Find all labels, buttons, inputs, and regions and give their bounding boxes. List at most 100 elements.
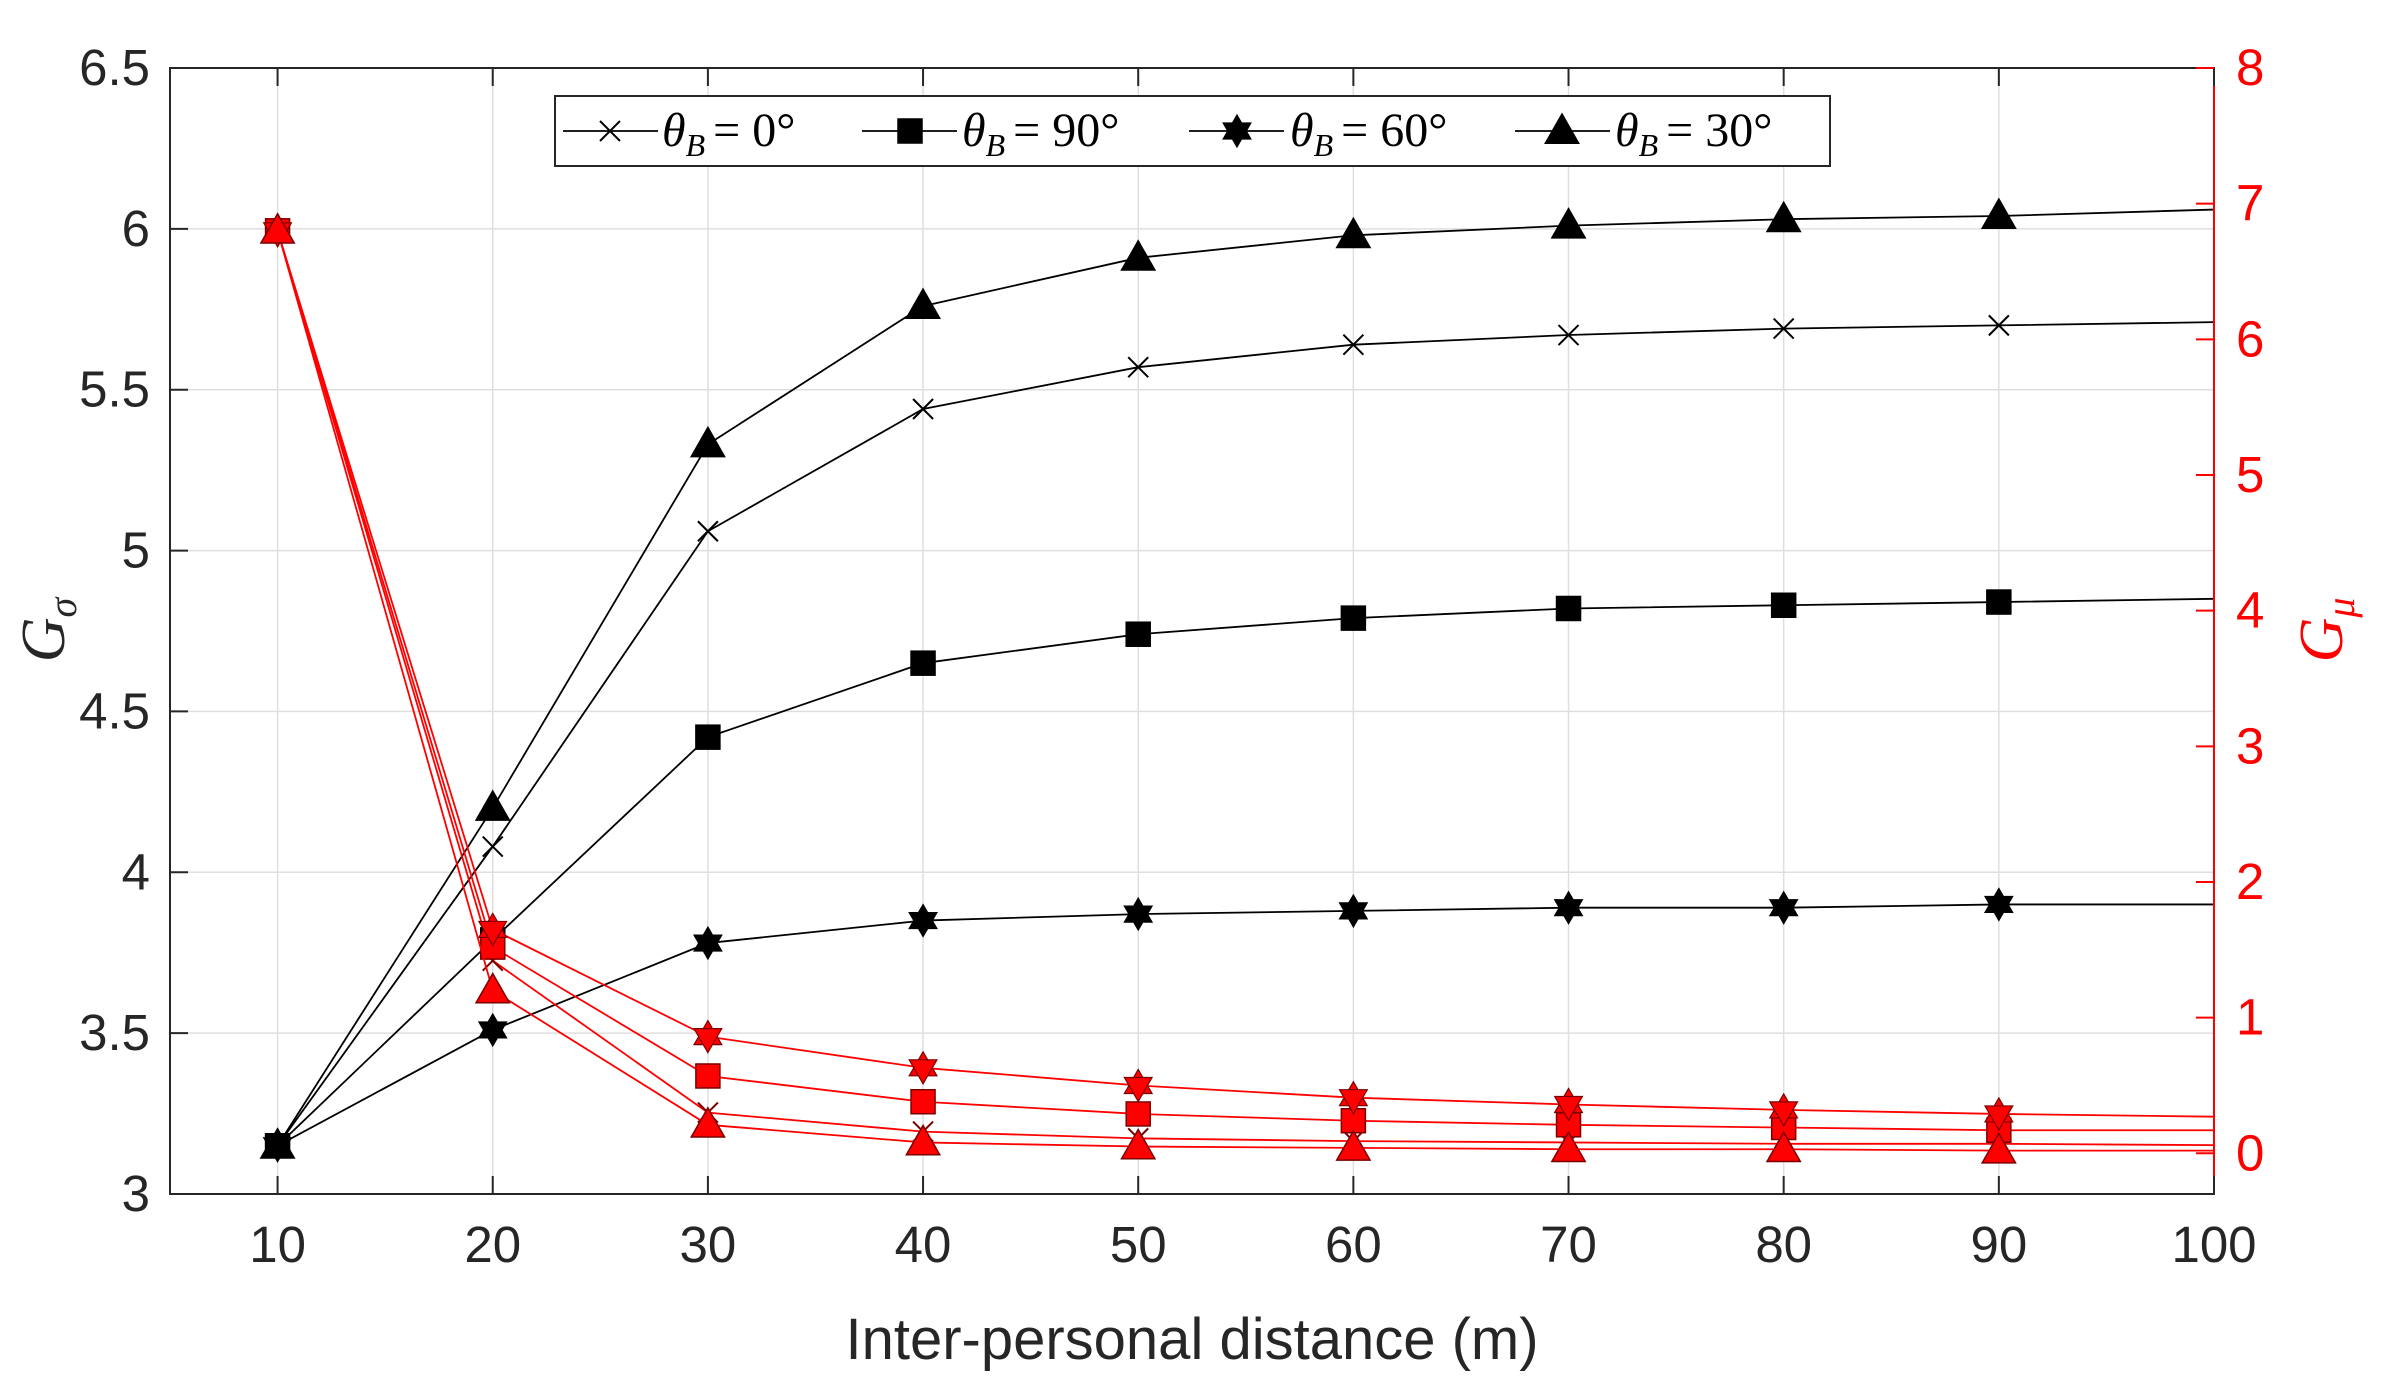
red-series-x [266,220,2215,1155]
legend-entry-theta-0: θB = 0° [563,104,795,163]
black-point-x [1342,333,1365,356]
black-point-hexagram [1338,893,1369,929]
black-point-hexagram [1768,890,1799,925]
x-tick-label: 80 [1755,1216,1812,1273]
legend-entry-theta-60: θB = 60° [1189,104,1447,163]
black-point-hexagram [908,903,938,938]
svg-text:θB= 0°: θB = 0° [662,104,795,163]
legend-marker-shape [897,118,923,144]
x-tick-label: 20 [464,1216,521,1273]
black-line-hexagram [277,903,2214,1147]
red-point-hexagram [1553,1087,1584,1122]
red-line-square [276,230,2214,1132]
black-point-square [1555,595,1582,622]
red-point-hexagram [692,1019,723,1054]
black-point-square [910,650,936,676]
x-tick-label: 90 [1970,1216,2027,1273]
red-point-hexagram [1123,1068,1154,1103]
red-point-triangle [259,212,296,244]
black-point-triangle [689,425,726,458]
red-series-triangle [259,212,2214,1164]
x-tick-label: 40 [895,1216,952,1273]
black-point-x [697,520,719,542]
y-left-tick-label: 6.5 [79,39,150,96]
red-point-hexagram [1768,1092,1799,1128]
y-right-tick-label: 3 [2236,717,2264,774]
black-point-x [1988,314,2010,337]
black-point-square [1340,605,1367,631]
black-series-x [266,314,2215,1157]
red-point-square [1125,1101,1151,1127]
red-point-hexagram [1338,1080,1369,1115]
red-point-triangle [1765,1130,1802,1163]
legend-marker-hexagram [1222,113,1252,149]
black-point-triangle [474,789,511,821]
black-series-triangle [259,197,2215,1159]
y-left-tick-label: 5 [122,522,150,579]
x-axis-title: Inter-personal distance (m) [845,1307,1538,1372]
red-point-hexagram [908,1050,938,1086]
legend-entry-theta-30: θB = 30° [1515,104,1772,163]
y-left-tick-label: 5.5 [79,361,150,418]
black-point-square [1770,592,1797,619]
black-line-square [276,597,2215,1147]
legend-marker-shape [1544,112,1580,144]
red-point-triangle [689,1106,726,1138]
x-tick-label: 10 [249,1216,306,1273]
legend-marker-triangle [1544,112,1580,144]
red-point-triangle [1980,1132,2017,1164]
y-right-axis-title: Gμ [2288,598,2363,663]
black-point-hexagram [477,1012,508,1048]
black-series-hexagram [262,887,2214,1163]
black-point-x [912,398,934,420]
y-left-tick-label: 4.5 [79,682,150,739]
y-left-axis-ticks: 3 3.5 4 4.5 5 5.5 6 6.5 [79,39,188,1222]
black-point-hexagram [692,925,723,961]
black-point-triangle [1765,200,1802,233]
x-axis-ticks: 10 20 30 40 50 60 70 80 90 100 [249,68,2257,1273]
legend: θB = 0° θB = 90° θB = 60° θB = 30° [554,95,1831,167]
x-tick-label: 30 [680,1216,737,1273]
y-right-axis-ticks: 0 1 2 3 4 5 6 7 8 [2196,39,2264,1181]
black-point-hexagram [1983,887,2014,922]
y-right-tick-label: 6 [2236,310,2264,367]
x-tick-label: 100 [2171,1216,2256,1273]
red-point-triangle [905,1123,942,1156]
red-point-triangle [474,971,511,1004]
black-point-square [1986,589,2012,615]
y-right-tick-label: 5 [2236,446,2264,503]
red-point-square [910,1088,936,1115]
black-point-x [1127,356,1149,378]
y-right-tick-label: 7 [2236,175,2264,232]
black-point-triangle [905,287,942,320]
black-point-triangle [259,1127,296,1159]
red-point-square [695,1063,721,1089]
y-left-tick-label: 3.5 [79,1004,150,1061]
black-point-triangle [1335,216,1372,249]
red-point-hexagram [1983,1096,2014,1132]
y-right-tick-label: 2 [2236,853,2264,910]
y-right-tick-label: 8 [2236,39,2264,96]
y-right-tick-label: 0 [2236,1124,2264,1181]
black-line-triangle [276,208,2215,1147]
y-right-tick-label: 1 [2236,989,2264,1046]
plot-series [259,197,2215,1164]
y-left-tick-label: 4 [122,843,150,900]
black-point-triangle [1980,197,2017,229]
legend-marker-x [599,120,621,142]
legend-marker-square [897,118,923,144]
red-point-triangle [1550,1130,1587,1163]
black-point-square [1125,621,1151,647]
x-tick-label: 70 [1540,1216,1597,1273]
black-point-x [482,835,504,858]
black-point-x [1557,324,1580,346]
y-left-tick-label: 3 [122,1165,150,1222]
svg-text:θB= 90°: θB = 90° [962,104,1119,163]
red-line-x [276,230,2215,1147]
black-point-triangle [1120,239,1157,271]
red-line-triangle [276,230,2214,1152]
y-left-axis-title: Gσ [10,596,85,662]
black-point-triangle [1550,207,1587,239]
